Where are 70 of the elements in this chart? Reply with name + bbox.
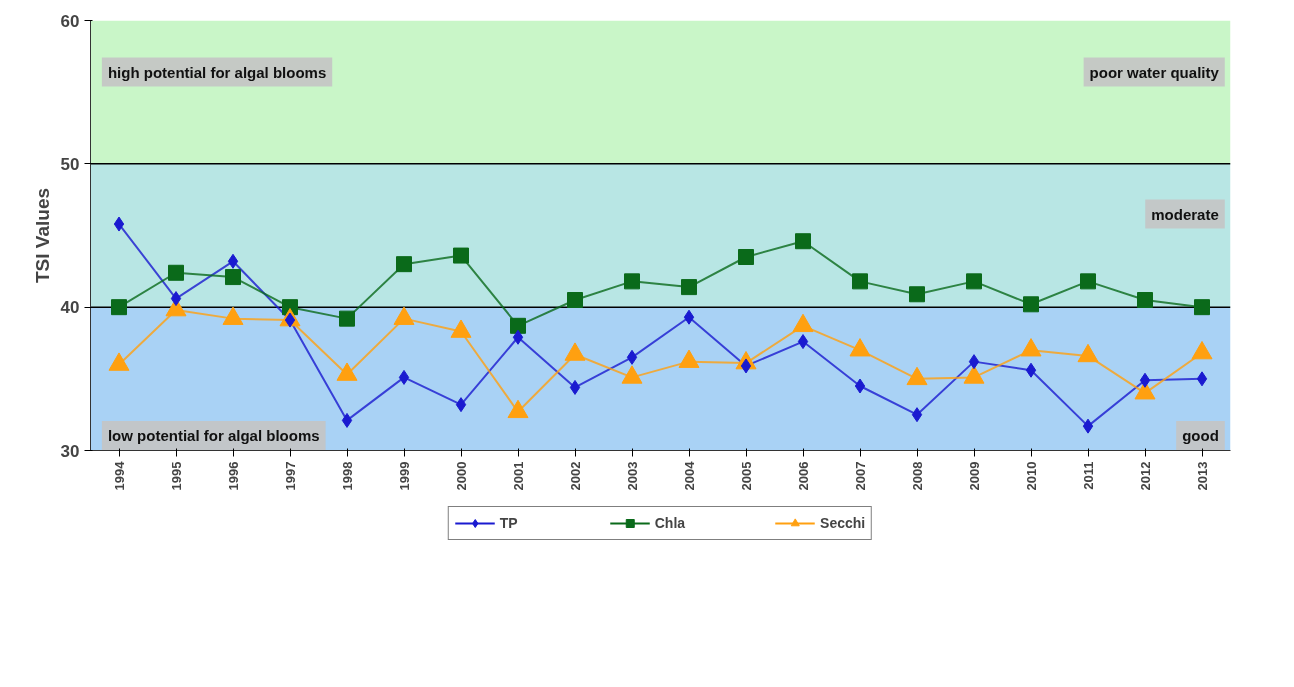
- x-tick-label: 2005: [738, 461, 754, 491]
- point: [1137, 292, 1153, 308]
- point: [624, 273, 640, 290]
- point: [1139, 372, 1151, 388]
- point: [911, 407, 923, 423]
- x-tick-label: 1999: [396, 461, 412, 491]
- point: [797, 334, 809, 350]
- point: [168, 264, 184, 281]
- point: [398, 369, 410, 385]
- x-tick-label: 1996: [225, 461, 241, 491]
- x-tick-label: 1997: [282, 461, 298, 491]
- point: [227, 253, 239, 269]
- annotation: high potential for algal blooms: [107, 63, 327, 81]
- legend-label: Chla: [654, 515, 686, 531]
- x-tick-label: 2008: [909, 461, 925, 491]
- point: [512, 329, 524, 345]
- x-tick-label: 2009: [966, 461, 982, 491]
- x-tick-label: 1998: [339, 461, 355, 491]
- point: [852, 273, 868, 290]
- point: [795, 233, 811, 250]
- y-tick-label: 60: [60, 11, 80, 31]
- point: [341, 412, 353, 428]
- annotation: good: [1182, 426, 1219, 444]
- point: [854, 378, 866, 394]
- annotation: poor water quality: [1089, 63, 1220, 81]
- point: [1082, 418, 1094, 434]
- point: [170, 291, 182, 307]
- point: [1196, 371, 1208, 387]
- point: [569, 379, 581, 395]
- y-tick-label: 40: [60, 298, 80, 318]
- point: [738, 249, 754, 265]
- x-tick-label: 2000: [453, 461, 469, 491]
- x-tick-label: 1995: [168, 461, 184, 491]
- annotation: moderate: [1151, 205, 1219, 223]
- point: [510, 317, 526, 334]
- point: [1080, 273, 1096, 290]
- point: [966, 273, 982, 290]
- point: [1194, 299, 1210, 316]
- point: [111, 299, 127, 316]
- x-tick-label: 2013: [1194, 461, 1210, 491]
- x-tick-label: 2011: [1080, 461, 1096, 490]
- point: [567, 292, 583, 308]
- point: [1023, 296, 1039, 313]
- x-tick-label: 2006: [795, 461, 811, 491]
- annotation: low potential for algal blooms: [107, 426, 320, 444]
- x-tick-label: 2003: [624, 461, 640, 491]
- x-tick-label: 2001: [510, 461, 526, 491]
- point: [113, 216, 125, 232]
- x-tick-label: 1994: [111, 460, 127, 491]
- point: [225, 269, 241, 286]
- point: [453, 247, 469, 264]
- x-tick-label: 2012: [1137, 461, 1153, 491]
- x-tick-label: 2004: [681, 460, 697, 491]
- point: [455, 397, 467, 413]
- point: [396, 256, 412, 273]
- legend-label: Secchi: [820, 515, 866, 531]
- legend-label: TP: [499, 515, 519, 531]
- point: [683, 309, 695, 325]
- y-tick-label: 50: [60, 154, 80, 174]
- x-tick-label: 2010: [1023, 461, 1039, 491]
- point: [681, 279, 697, 296]
- point: [909, 286, 925, 303]
- point: [626, 349, 638, 365]
- y-tick-label: 30: [60, 441, 80, 461]
- x-tick-label: 2002: [567, 461, 583, 491]
- point: [1025, 362, 1037, 378]
- point: [339, 310, 355, 327]
- y-axis-title: TSI Values: [31, 187, 53, 284]
- x-tick-label: 2007: [852, 461, 868, 491]
- point: [968, 354, 980, 370]
